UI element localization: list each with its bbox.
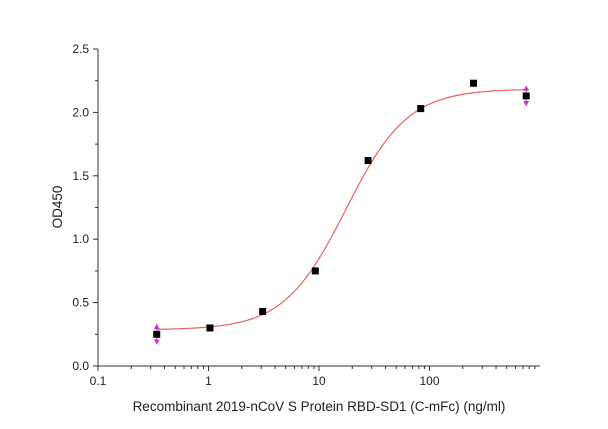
x-tick-label: 10 — [312, 374, 326, 388]
x-axis-ticks: 0.1 1 10 100 — [90, 366, 536, 388]
data-point — [206, 324, 214, 332]
x-tick-label: 100 — [419, 374, 439, 388]
data-point — [311, 267, 319, 275]
data-point-layer — [153, 79, 530, 338]
data-point — [522, 92, 530, 100]
error-cap-bottom — [523, 101, 530, 107]
data-point — [364, 157, 372, 165]
x-tick-label: 0.1 — [90, 374, 107, 388]
y-tick-label: 0.5 — [72, 296, 89, 310]
fit-curve — [156, 89, 527, 330]
error-bar-layer — [153, 85, 530, 345]
error-cap-top — [153, 324, 160, 330]
y-tick-label: 2.5 — [72, 42, 89, 56]
y-axis-ticks: 0.0 0.5 1.0 1.5 2.0 2.5 — [72, 42, 98, 373]
y-tick-label: 0.0 — [72, 359, 89, 373]
data-point — [153, 330, 161, 338]
plot-frame — [97, 49, 540, 367]
x-axis-title: Recombinant 2019-nCoV S Protein RBD-SD1 … — [133, 399, 506, 414]
fit-curve-layer — [156, 89, 527, 330]
error-cap-top — [523, 85, 530, 91]
y-tick-label: 1.0 — [72, 232, 89, 246]
data-point — [469, 79, 477, 87]
y-tick-label: 2.0 — [72, 105, 89, 119]
y-tick-label: 1.5 — [72, 169, 89, 183]
data-point — [417, 105, 425, 113]
data-point — [259, 307, 267, 315]
x-tick-label: 1 — [205, 374, 212, 388]
error-cap-bottom — [153, 339, 160, 345]
y-axis-title: OD450 — [50, 186, 65, 229]
